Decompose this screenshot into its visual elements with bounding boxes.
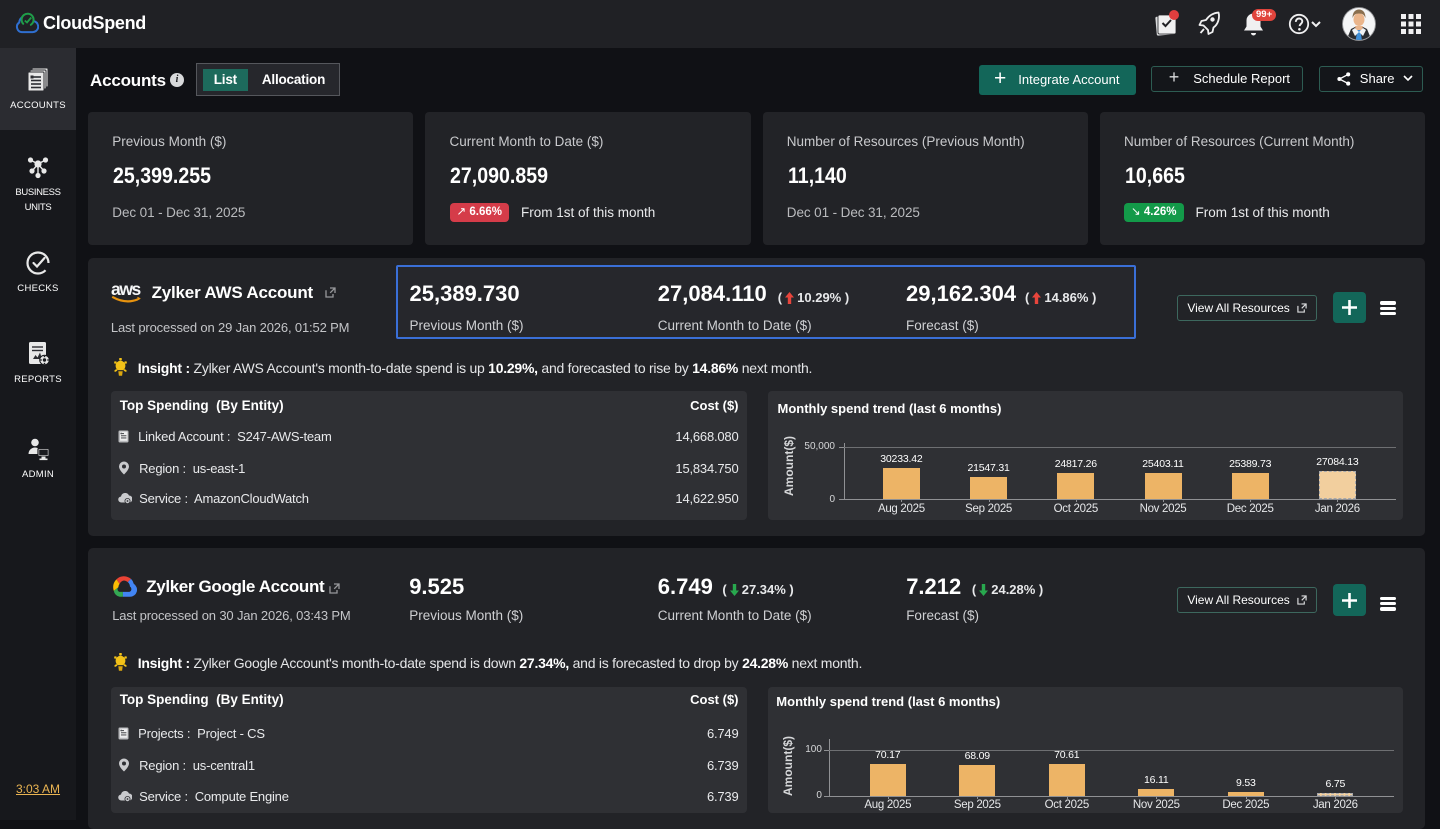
svg-text:aws: aws [111,283,142,299]
